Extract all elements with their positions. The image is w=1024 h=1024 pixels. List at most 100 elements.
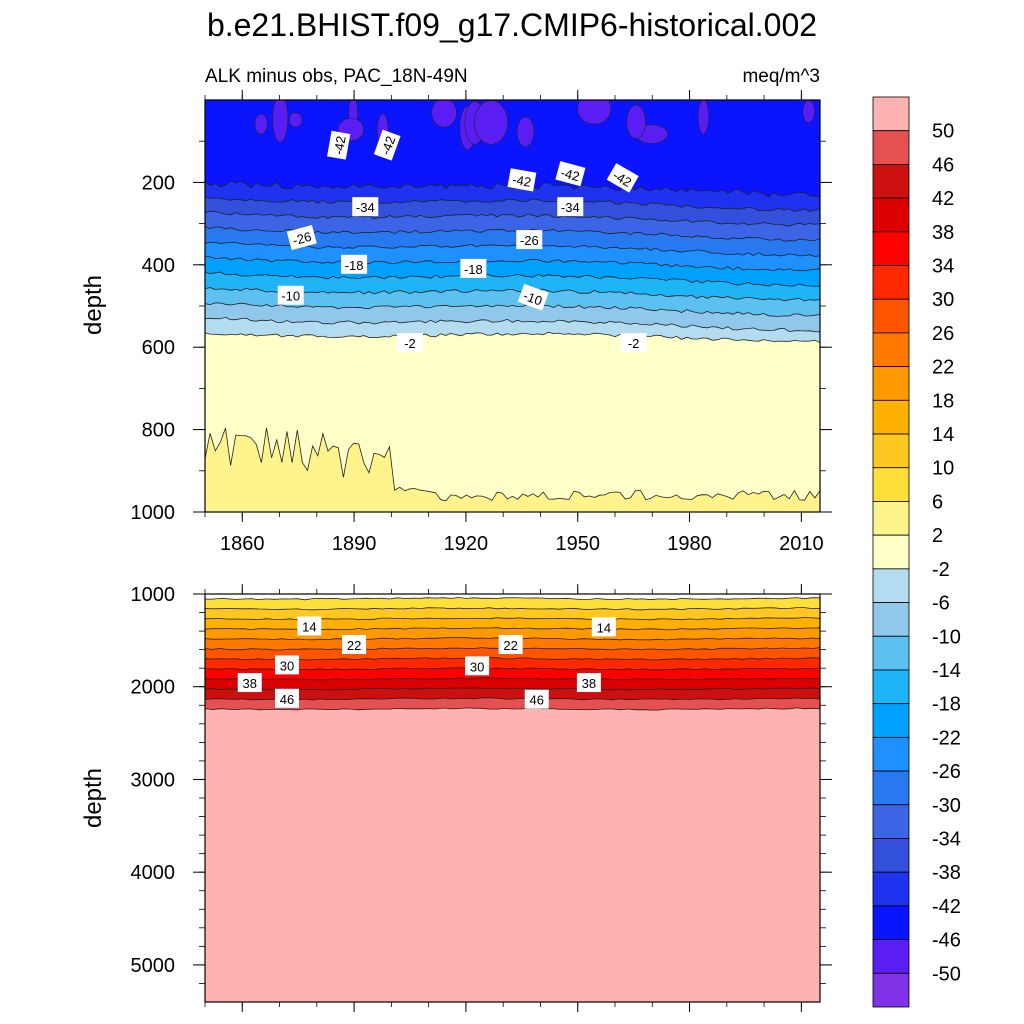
colorbar-label: 22 (932, 357, 954, 379)
colorbar-label: -34 (932, 828, 961, 850)
x-tick-label: 1920 (444, 533, 489, 555)
contour-patch (626, 104, 646, 139)
colorbar: 50 46 42 38 34 30 26 22 18 14 10 6 2 -2 -6 -10 -14 -18 -22… (872, 96, 961, 1008)
contour-patch (802, 100, 815, 123)
contour-label: 46 (524, 689, 549, 709)
contour-patch (474, 100, 509, 145)
contour-label-text: 14 (302, 619, 316, 634)
contour-label-box (517, 283, 549, 311)
colorbar-swatch (872, 265, 910, 300)
chart-title: b.e21.BHIST.f09_g17.CMIP6-historical.002 (207, 7, 817, 43)
colorbar-swatch (872, 96, 910, 132)
contour-label-text: 22 (503, 638, 517, 653)
contour-label-box (557, 197, 584, 217)
x-tick-label: 1980 (667, 533, 712, 555)
colorbar-swatch (872, 972, 910, 1008)
contour-label-box (576, 673, 601, 693)
contour-label-text: -18 (345, 258, 364, 273)
colorbar-label: -2 (932, 559, 950, 581)
contour-label-text: 30 (470, 659, 484, 674)
contour-label-box (555, 161, 586, 187)
contour-label-text: -42 (559, 165, 581, 184)
contour-label-box (507, 168, 537, 192)
colorbar-swatch (872, 635, 910, 671)
colorbar-label: 10 (932, 458, 954, 480)
colorbar-swatch (872, 736, 910, 772)
y-tick-label: 1000 (131, 502, 176, 524)
colorbar-swatch (872, 399, 910, 435)
contour-label-box (591, 617, 616, 637)
upper-panel: 1860 1890 1920 1950 1980 2010 200 400 600 800 1000… (131, 90, 832, 555)
contour-label-box (275, 688, 299, 708)
contour-patch (577, 100, 612, 125)
contour-patch (516, 116, 535, 148)
contour-label-box (275, 655, 299, 675)
colorbar-label: 2 (932, 525, 943, 547)
subtitle-right: meq/m^3 (742, 66, 820, 87)
colorbar-swatch (872, 568, 910, 603)
contour-label: -2 (397, 333, 423, 353)
colorbar-swatch (872, 602, 910, 637)
contour-label-box (397, 333, 423, 353)
y-tick-label: 2000 (131, 677, 176, 699)
contour-label-box (606, 163, 639, 193)
y-tick-label: 1000 (131, 584, 176, 606)
contour-label-box (237, 673, 262, 693)
colorbar-swatch (872, 939, 910, 974)
colorbar-label: -26 (932, 761, 961, 783)
contour-band-50 (205, 707, 820, 1002)
colorbar-swatch (872, 130, 910, 165)
colorbar-label: 6 (932, 491, 943, 513)
contour-label-text: 30 (280, 658, 294, 673)
y-tick-label: 800 (142, 420, 175, 442)
colorbar-label: 46 (932, 154, 954, 176)
colorbar-label: 42 (932, 188, 954, 210)
y-tick-label: 5000 (131, 955, 176, 977)
colorbar-swatch (872, 905, 910, 940)
colorbar-swatch (872, 467, 910, 502)
x-tick-label: 1950 (555, 533, 600, 555)
colorbar-swatch (872, 804, 910, 839)
contour-label: -18 (460, 258, 487, 278)
contour-patch (697, 100, 710, 135)
y-tick-label: 4000 (131, 862, 176, 884)
contour-label: -42 (327, 130, 351, 160)
contour-label-box (620, 333, 647, 353)
contour-label: 30 (275, 655, 299, 675)
y-tick-label: 400 (142, 255, 175, 277)
contour-label-box (460, 258, 487, 278)
contour-label: 22 (342, 635, 367, 654)
contour-label-text: 14 (597, 620, 611, 635)
contour-label: -42 (373, 129, 401, 161)
lower-panel: 1000 2000 3000 4000 5000 14 14 22 22 30 30 38 38 46 46 (131, 584, 832, 1012)
contour-label-box (465, 656, 490, 676)
contour-label: 14 (591, 617, 616, 637)
x-tick-label: 1890 (332, 533, 377, 555)
colorbar-label: 30 (932, 289, 954, 311)
contour-label-box (498, 635, 523, 654)
colorbar-swatch (872, 669, 910, 705)
contour-label: -18 (341, 254, 368, 274)
contour-label-text: -34 (561, 200, 580, 215)
colorbar-swatch (872, 534, 910, 570)
colorbar-label: 34 (932, 256, 954, 278)
contour-patch (288, 112, 303, 128)
colorbar-label: -42 (932, 896, 961, 918)
lower-y-axis-label: depth (80, 768, 107, 828)
colorbar-label: -10 (932, 626, 961, 648)
contour-label: -10 (277, 285, 304, 305)
contour-label: -10 (517, 283, 549, 311)
contour-label-box (286, 224, 317, 251)
colorbar-label: -22 (932, 727, 961, 749)
contour-label-text: 46 (529, 693, 543, 708)
y-tick-label: 200 (142, 172, 175, 194)
y-tick-label: 3000 (131, 769, 176, 791)
colorbar-swatch (872, 501, 910, 536)
contour-label-text: -18 (464, 262, 483, 277)
x-tick-label: 1860 (220, 533, 265, 555)
contour-label: -42 (507, 168, 537, 192)
colorbar-label: -50 (932, 963, 961, 985)
colorbar-swatch (872, 197, 910, 233)
upper-y-axis-label: depth (80, 275, 107, 335)
colorbar-label: -46 (932, 930, 961, 952)
